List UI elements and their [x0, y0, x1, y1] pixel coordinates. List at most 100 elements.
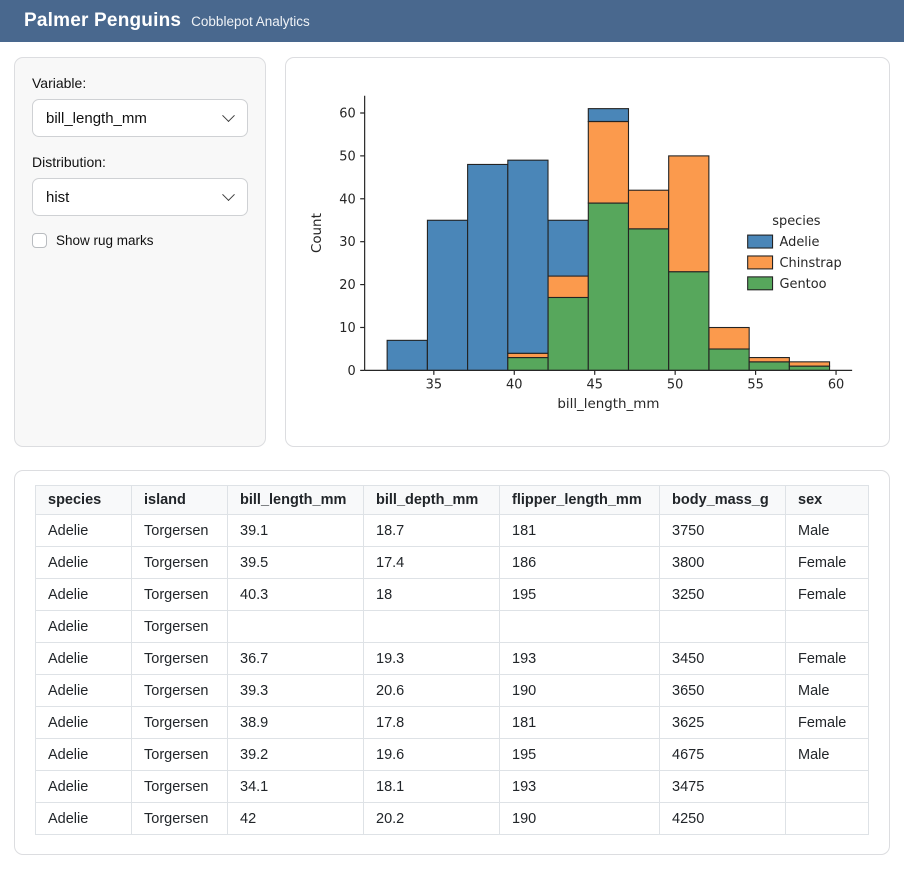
- table-cell: 19.6: [363, 738, 500, 771]
- svg-text:60: 60: [339, 106, 355, 121]
- table-cell: [363, 610, 500, 643]
- table-cell: 18.7: [363, 514, 500, 547]
- table-cell: Adelie: [35, 514, 132, 547]
- variable-label: Variable:: [32, 75, 87, 91]
- data-table-card: species island bill_length_mm bill_depth_mm…: [14, 470, 890, 855]
- column-header: species: [35, 485, 132, 515]
- histogram-bars: [386, 108, 831, 371]
- table-cell: 39.1: [227, 514, 364, 547]
- bar-segment: [627, 189, 670, 230]
- table-cell: Adelie: [35, 674, 132, 707]
- bar-segment: [426, 219, 469, 371]
- table-cell: 4675: [659, 738, 786, 771]
- bar-segment: [507, 159, 549, 354]
- svg-text:55: 55: [747, 377, 763, 392]
- table-row: Adelie Torgersen: [35, 610, 869, 643]
- svg-text:60: 60: [828, 377, 844, 392]
- table-cell: Torgersen: [131, 546, 228, 579]
- table-cell: [785, 610, 869, 643]
- table-cell: 38.9: [227, 706, 364, 739]
- bar-segment: [668, 155, 710, 273]
- show-rug-checkbox[interactable]: [32, 233, 47, 248]
- penguins-table: species island bill_length_mm bill_depth_mm…: [35, 485, 869, 835]
- chart-card: 35 40 45 50 55 60 0 10 20 30 40 50 60 bill_length_mm C…: [285, 57, 890, 447]
- table-cell: [785, 770, 869, 803]
- table-cell: 20.6: [363, 674, 500, 707]
- bar-segment: [708, 326, 750, 350]
- table-cell: 42: [227, 802, 364, 835]
- bar-segment: [547, 219, 589, 277]
- table-cell: Adelie: [35, 802, 132, 835]
- table-cell: 39.3: [227, 674, 364, 707]
- table-cell: Adelie: [35, 610, 132, 643]
- table-cell: 36.7: [227, 642, 364, 675]
- show-rug-row: Show rug marks: [32, 233, 248, 248]
- table-cell: [499, 610, 660, 643]
- table-cell: Female: [785, 546, 869, 579]
- table-cell: Torgersen: [131, 706, 228, 739]
- x-axis-label: bill_length_mm: [557, 397, 659, 412]
- bar-segment: [788, 361, 831, 367]
- bar-segment: [587, 202, 630, 371]
- table-cell: Male: [785, 514, 869, 547]
- table-cell: 190: [499, 802, 660, 835]
- table-cell: 195: [499, 738, 660, 771]
- column-header: bill_depth_mm: [363, 485, 500, 515]
- table-cell: Torgersen: [131, 802, 228, 835]
- table-cell: 193: [499, 642, 660, 675]
- column-header: island: [131, 485, 228, 515]
- table-row: Adelie Torgersen 39.3 20.6 190 3650 Male: [35, 674, 869, 707]
- table-cell: 3475: [659, 770, 786, 803]
- app-title: Palmer Penguins: [24, 10, 182, 31]
- table-row: Adelie Torgersen 39.5 17.4 186 3800 Female: [35, 546, 869, 579]
- svg-text:45: 45: [586, 377, 602, 392]
- bar-segment: [748, 357, 790, 363]
- column-header: body_mass_g: [659, 485, 786, 515]
- column-header: bill_length_mm: [227, 485, 364, 515]
- table-cell: 17.4: [363, 546, 500, 579]
- app-header: Palmer Penguins Cobblepot Analytics: [0, 0, 904, 42]
- distribution-select-value: hist: [46, 188, 70, 206]
- main-content: Variable: bill_length_mm Distribution: h…: [0, 42, 904, 872]
- bar-segment: [467, 163, 509, 371]
- bar-segment: [547, 275, 589, 299]
- distribution-select[interactable]: hist: [32, 178, 248, 216]
- bar-segment: [507, 352, 549, 359]
- svg-text:40: 40: [339, 192, 355, 207]
- svg-text:35: 35: [426, 377, 442, 392]
- table-cell: Torgersen: [131, 610, 228, 643]
- table-cell: [785, 802, 869, 835]
- legend-swatch: [747, 234, 774, 249]
- table-cell: 39.2: [227, 738, 364, 771]
- legend-swatch: [747, 276, 774, 291]
- table-cell: 186: [499, 546, 660, 579]
- table-cell: Torgersen: [131, 738, 228, 771]
- histogram-chart: 35 40 45 50 55 60 0 10 20 30 40 50 60 bill_length_mm C…: [310, 95, 853, 412]
- table-cell: Adelie: [35, 770, 132, 803]
- table-cell: 4250: [659, 802, 786, 835]
- bar-segment: [547, 296, 589, 371]
- table-cell: 19.3: [363, 642, 500, 675]
- table-cell: Adelie: [35, 546, 132, 579]
- table-cell: 3250: [659, 578, 786, 611]
- table-cell: Male: [785, 738, 869, 771]
- table-cell: 3800: [659, 546, 786, 579]
- svg-text:10: 10: [339, 321, 355, 336]
- bar-segment: [708, 348, 750, 371]
- controls-panel: Variable: bill_length_mm Distribution: h…: [14, 57, 266, 447]
- table-cell: 40.3: [227, 578, 364, 611]
- table-cell: Female: [785, 642, 869, 675]
- app-subtitle: Cobblepot Analytics: [191, 14, 310, 29]
- table-cell: 3750: [659, 514, 786, 547]
- bar-segment: [788, 365, 831, 371]
- variable-select[interactable]: bill_length_mm: [32, 99, 248, 137]
- table-cell: Torgersen: [131, 770, 228, 803]
- bar-segment: [627, 228, 670, 371]
- bar-segment: [507, 357, 549, 371]
- table-cell: 181: [499, 514, 660, 547]
- table-row: Adelie Torgersen 34.1 18.1 193 3475: [35, 770, 869, 803]
- variable-select-value: bill_length_mm: [46, 109, 147, 127]
- svg-text:0: 0: [347, 364, 355, 379]
- show-rug-label: Show rug marks: [56, 233, 154, 248]
- table-cell: Adelie: [35, 578, 132, 611]
